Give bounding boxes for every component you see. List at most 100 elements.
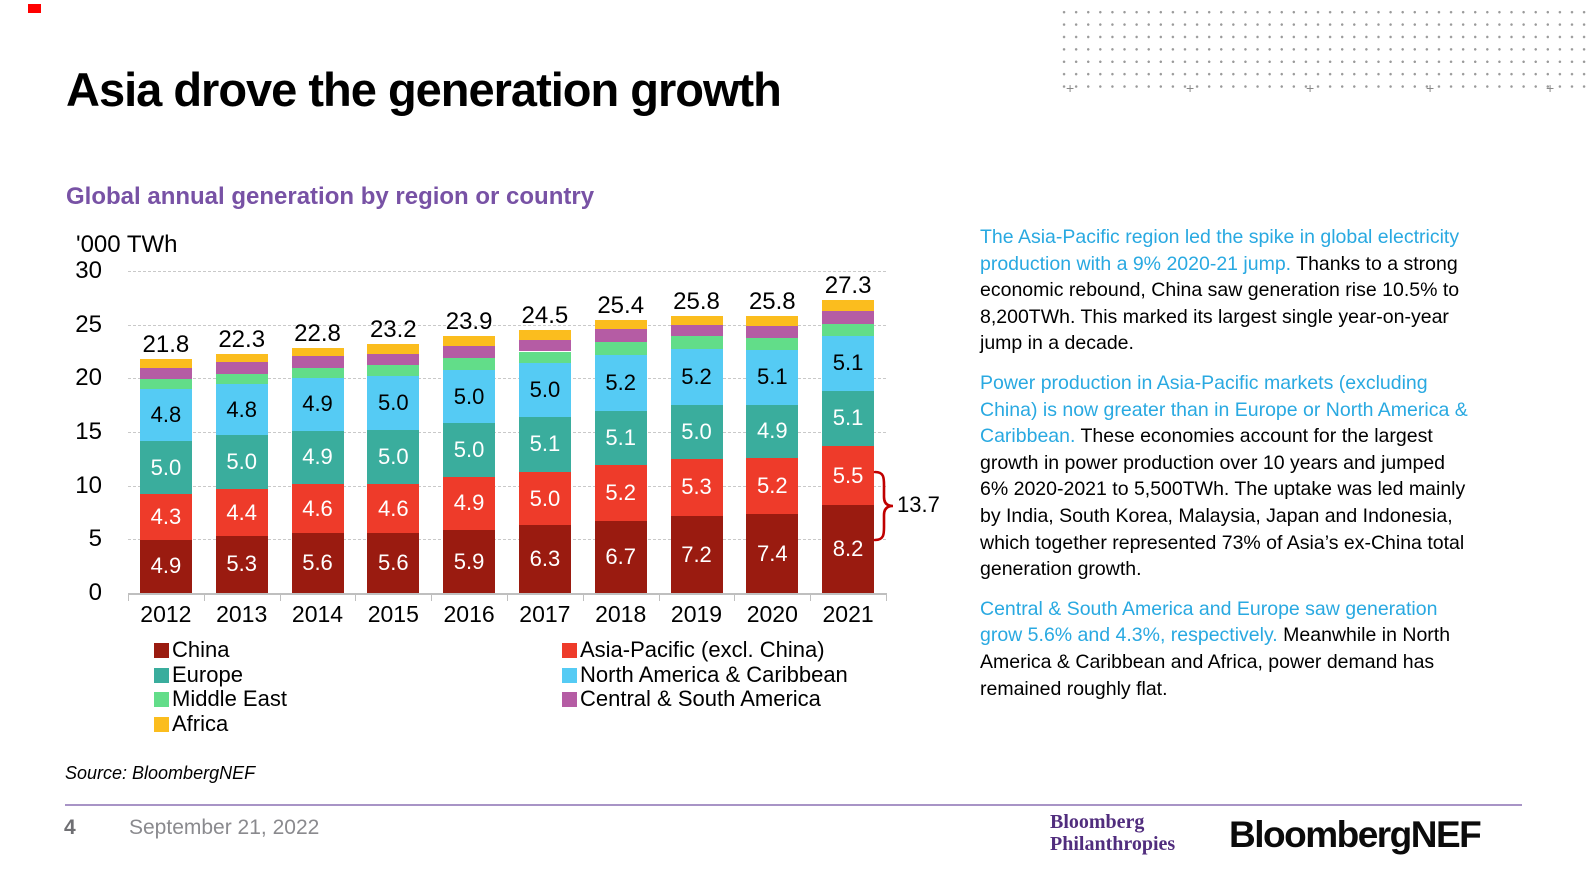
legend-swatch <box>562 692 577 707</box>
y-tick-label: 10 <box>75 471 102 499</box>
bloomberg-philanthropies-logo: Bloomberg Philanthropies <box>1050 811 1175 855</box>
segment-value-label: 5.3 <box>226 551 257 577</box>
bar-segment: 5.1 <box>746 350 799 406</box>
bar-segment: 5.3 <box>215 536 268 593</box>
bar-total-label: 22.3 <box>218 325 266 353</box>
legend-item: Africa <box>154 711 228 736</box>
x-axis-label: 2012 <box>140 601 192 627</box>
x-axis-label: 2015 <box>367 601 419 627</box>
bar-segment <box>594 328 647 342</box>
bar-segment <box>670 336 723 350</box>
segment-value-label: 5.2 <box>757 472 788 498</box>
segment-value-label: 6.3 <box>529 546 561 572</box>
bar-segment: 5.0 <box>367 376 420 430</box>
y-tick-label: 30 <box>75 257 102 284</box>
bar-segment: 4.9 <box>291 378 344 431</box>
segment-value-label: 4.9 <box>150 553 182 579</box>
legend-swatch <box>154 667 169 683</box>
x-axis-tick <box>886 595 887 601</box>
bar-segment: 5.0 <box>443 369 496 424</box>
x-axis-label: 2018 <box>595 601 647 627</box>
footer-divider <box>65 804 1522 806</box>
commentary-highlight: Power production in Asia-Pacific markets… <box>980 371 1468 448</box>
bar-segment <box>443 346 496 358</box>
bar-segment <box>822 310 875 324</box>
bar-segment: 4.3 <box>139 494 192 541</box>
bar-segment <box>822 323 875 337</box>
gridline <box>128 378 886 380</box>
bar-segment <box>215 374 268 384</box>
bar-segment <box>594 320 647 329</box>
bar-segment: 5.1 <box>822 391 875 446</box>
segment-value-label: 7.2 <box>681 541 712 567</box>
commentary-panel: The Asia-Pacific region led the spike in… <box>980 224 1477 715</box>
bar-segment: 6.3 <box>518 525 571 593</box>
bar-segment: 5.2 <box>670 349 723 406</box>
x-axis-tick <box>355 595 357 601</box>
commentary-paragraph: Central & South America and Europe saw g… <box>980 596 1477 702</box>
bar-segment: 7.2 <box>670 515 723 593</box>
bar-segment: 4.6 <box>291 483 344 533</box>
segment-value-label: 8.2 <box>832 535 864 561</box>
commentary-text: Meanwhile in North America & Caribbean a… <box>980 624 1451 700</box>
legend-label: Central & South America <box>580 686 821 711</box>
legend-label: Europe <box>172 661 243 687</box>
bar-segment: 4.9 <box>291 430 344 484</box>
bar-total-label: 25.4 <box>597 292 645 320</box>
x-axis-label: 2017 <box>519 601 571 627</box>
legend-label: North America & Caribbean <box>580 661 848 687</box>
legend-item: China <box>154 637 229 662</box>
bar-segment: 6.7 <box>594 521 647 593</box>
bar-segment: 4.9 <box>443 477 496 530</box>
bar-segment: 5.6 <box>291 532 344 593</box>
segment-value-label: 5.3 <box>681 473 712 499</box>
x-axis-line <box>128 593 887 595</box>
segment-value-label: 5.0 <box>453 383 485 409</box>
bar-total-label: 24.5 <box>521 302 569 330</box>
segment-value-label: 5.0 <box>150 454 182 480</box>
legend-label: Asia-Pacific (excl. China) <box>580 637 825 662</box>
bar-segment <box>670 316 723 325</box>
commentary-paragraph: Power production in Asia-Pacific markets… <box>980 370 1477 583</box>
gridline <box>128 485 886 487</box>
bar-segment <box>291 367 344 379</box>
segment-value-label: 4.6 <box>302 495 333 521</box>
bar-segment <box>746 325 799 338</box>
bar-segment <box>367 365 420 377</box>
bar-segment: 4.8 <box>139 389 192 441</box>
y-tick-label: 0 <box>88 579 102 606</box>
segment-value-label: 5.0 <box>453 437 485 463</box>
x-axis-label: 2020 <box>746 601 798 627</box>
legend-swatch <box>154 716 169 732</box>
bar-segment: 5.2 <box>594 465 647 522</box>
page-number: 4 <box>64 816 76 839</box>
bar-segment: 4.9 <box>746 405 799 458</box>
segment-value-label: 5.1 <box>757 364 788 390</box>
footer-date: September 21, 2022 <box>129 816 320 839</box>
bar-segment: 5.0 <box>215 435 268 489</box>
bar-segment <box>139 379 192 390</box>
logo-line: Bloomberg <box>1050 811 1145 833</box>
bar-total-label: 25.8 <box>748 288 796 316</box>
segment-value-label: 4.8 <box>226 396 257 422</box>
bar-segment <box>139 367 192 380</box>
x-axis-label: 2016 <box>443 601 495 627</box>
bar-segment: 5.3 <box>670 458 723 516</box>
bar-segment <box>291 348 344 356</box>
page-title: Asia drove the generation growth <box>66 63 782 116</box>
bar-segment: 4.4 <box>215 488 268 537</box>
segment-value-label: 4.8 <box>150 402 182 428</box>
bar-segment: 5.0 <box>670 405 723 459</box>
y-tick-label: 20 <box>75 364 102 392</box>
bar-segment <box>518 351 571 364</box>
segment-value-label: 5.6 <box>302 549 333 575</box>
bar-segment: 5.0 <box>518 363 571 417</box>
bar-segment <box>443 357 496 370</box>
stacked-bar-chart: 0 5 10 15 20 25 30 4.9 4.3 5.0 4.8 21.8 2012 5.3 4.4 5.… <box>75 257 887 736</box>
commentary-text: Thanks to a strong economic rebound, Chi… <box>980 252 1460 355</box>
commentary-text: These economies account for the largest … <box>980 425 1466 581</box>
x-axis-tick <box>658 595 660 601</box>
bar-segment: 5.1 <box>518 416 571 472</box>
bar-segment <box>139 359 192 368</box>
y-axis-unit-label: '000 TWh <box>76 231 178 258</box>
